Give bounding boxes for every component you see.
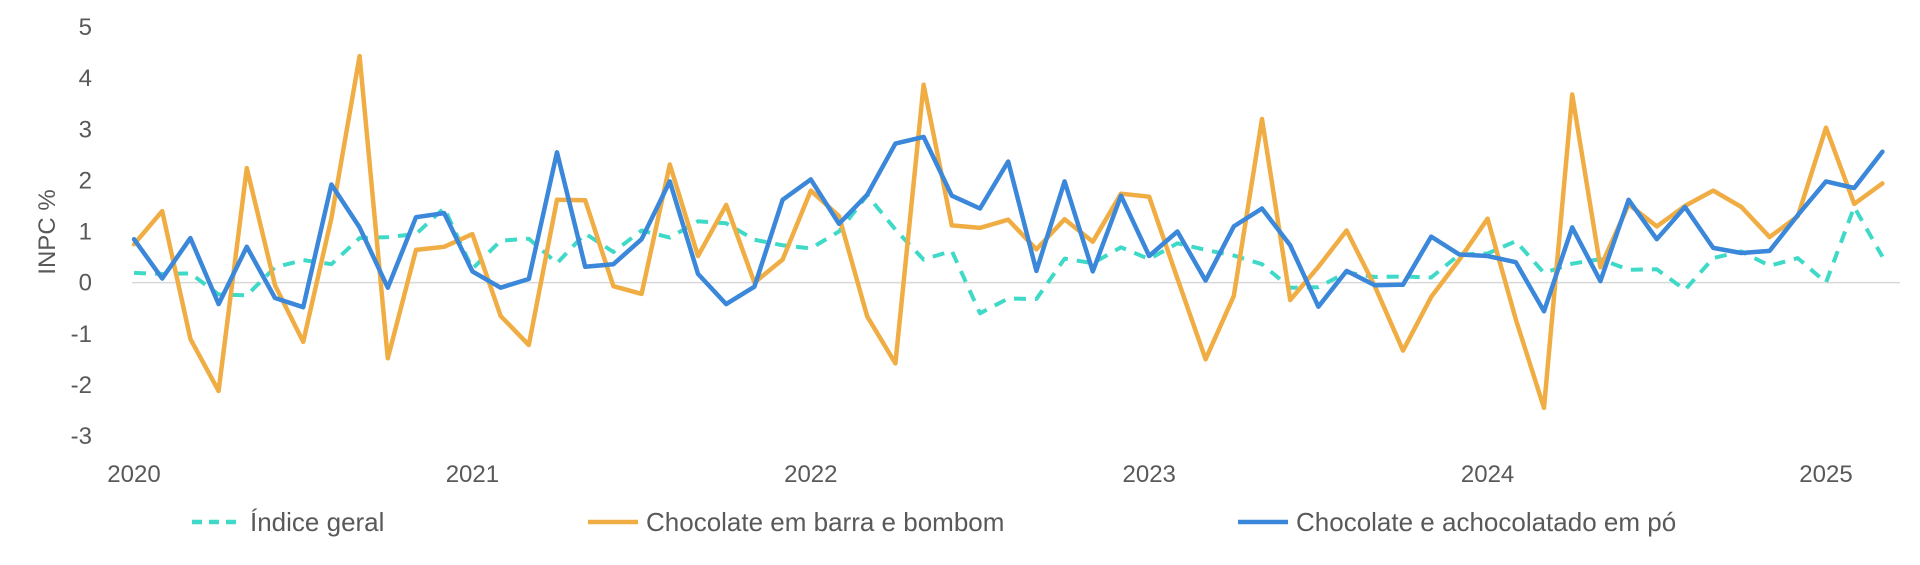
legend: Índice geral Chocolate em barra e bombom C… [192, 507, 1676, 537]
legend-label: Chocolate e achocolatado em pó [1296, 507, 1676, 537]
x-tick-label: 2023 [1123, 461, 1176, 488]
series-lines [131, 53, 1885, 411]
x-tick-label: 2020 [107, 461, 160, 488]
series-line-2 [131, 53, 1885, 411]
y-tick-label: 1 [79, 219, 92, 246]
y-tick-label: -2 [71, 372, 92, 399]
y-tick-label: 2 [79, 167, 92, 194]
y-axis-ticks: 5 4 3 2 1 0 -1 -2 -3 [71, 14, 92, 450]
x-tick-label: 2022 [784, 461, 837, 488]
series-line-1 [133, 193, 1885, 316]
x-tick-label: 2024 [1461, 461, 1514, 488]
legend-item: Chocolate em barra e bombom [588, 507, 1004, 537]
y-axis-title: INPC % [34, 189, 61, 274]
x-tick-label: 2025 [1799, 461, 1852, 488]
x-axis-ticks: 2020 2021 2022 2023 2024 2025 [107, 461, 1852, 488]
series-line-3 [131, 134, 1885, 314]
y-tick-label: -1 [71, 321, 92, 348]
legend-label: Índice geral [250, 507, 384, 537]
y-tick-label: 4 [79, 65, 92, 92]
y-tick-label: 3 [79, 116, 92, 143]
y-tick-label: -3 [71, 423, 92, 450]
legend-item: Índice geral [192, 507, 384, 537]
x-tick-label: 2021 [446, 461, 499, 488]
legend-label: Chocolate em barra e bombom [646, 507, 1004, 537]
y-tick-label: 5 [79, 14, 92, 41]
legend-item: Chocolate e achocolatado em pó [1238, 507, 1676, 537]
y-tick-label: 0 [79, 270, 92, 297]
